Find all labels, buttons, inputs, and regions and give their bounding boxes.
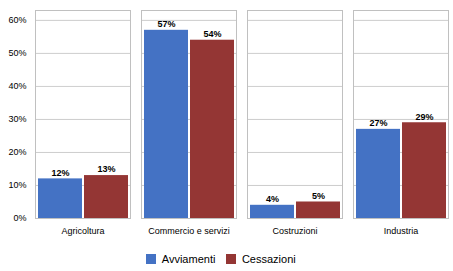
svg-text:60%: 60% <box>8 15 26 25</box>
svg-text:20%: 20% <box>8 147 26 157</box>
svg-text:Commercio e servizi: Commercio e servizi <box>148 226 230 236</box>
html-text:Avviamenti: Avviamenti <box>161 252 216 265</box>
svg-text:57%: 57% <box>157 19 175 29</box>
svg-text:Agricoltura: Agricoltura <box>61 226 104 236</box>
svg-text:12%: 12% <box>51 168 69 178</box>
svg-text:Industria: Industria <box>384 226 419 236</box>
svg-text:5%: 5% <box>312 191 325 201</box>
svg-text:40%: 40% <box>8 81 26 91</box>
svg-text:27%: 27% <box>369 118 387 128</box>
html-text:Cessazioni: Cessazioni <box>241 252 296 265</box>
svg-text:29%: 29% <box>415 112 433 122</box>
svg-text:0%: 0% <box>13 213 26 223</box>
svg-text:Costruzioni: Costruzioni <box>272 226 317 236</box>
svg-text:50%: 50% <box>8 48 26 58</box>
svg-text:30%: 30% <box>8 114 26 124</box>
svg-text:4%: 4% <box>266 194 279 204</box>
svg-text:54%: 54% <box>203 29 221 39</box>
svg-text:10%: 10% <box>8 180 26 190</box>
svg-text:13%: 13% <box>97 164 115 174</box>
